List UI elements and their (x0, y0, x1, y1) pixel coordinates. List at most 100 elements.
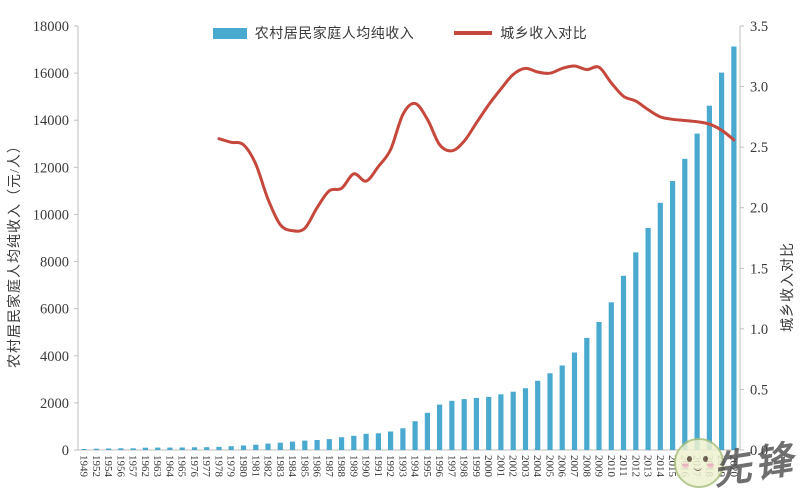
left-axis-tick-label: 2000 (40, 396, 69, 412)
bar (302, 440, 308, 450)
x-axis-tick-label: 1977 (200, 455, 212, 478)
x-axis-tick-label: 1996 (433, 455, 445, 478)
x-axis-tick-label: 1964 (163, 455, 175, 478)
bar (240, 445, 247, 450)
x-axis-tick-label: 1957 (127, 455, 139, 478)
bar (191, 447, 198, 450)
x-axis-tick-label: 2007 (568, 455, 580, 478)
right-axis-tick-label: 3.5 (750, 19, 768, 35)
bar (130, 448, 136, 450)
x-axis-tick-label: 1980 (237, 455, 249, 478)
x-axis-tick-label: 2017 (691, 455, 703, 478)
x-axis-tick-label: 1991 (372, 455, 384, 477)
bar (731, 46, 737, 450)
bar (535, 380, 541, 450)
bar (142, 447, 148, 450)
bar (670, 181, 676, 450)
x-axis-tick-label: 2012 (629, 455, 641, 477)
bar (363, 433, 369, 450)
bar (596, 322, 602, 450)
x-axis-tick-label: 2019 (715, 455, 727, 478)
x-axis-tick-label: 2005 (544, 455, 556, 478)
x-axis-tick-label: 2001 (494, 455, 506, 477)
bar (253, 444, 259, 450)
x-axis-tick-label: 2020 (727, 455, 739, 478)
bar (277, 442, 283, 450)
bar (265, 443, 271, 450)
left-axis-tick-label: 8000 (40, 255, 69, 271)
x-axis-tick-label: 1949 (78, 455, 90, 478)
x-axis-tick-label: 1999 (470, 455, 482, 478)
right-axis-tick-label: 3.0 (750, 80, 768, 96)
x-axis-tick-label: 1993 (396, 455, 408, 478)
bar (412, 421, 418, 450)
left-axis-tick-label: 12000 (33, 160, 69, 176)
x-axis-tick-label: 1988 (335, 455, 347, 478)
right-axis-title: 城乡收入对比 (781, 242, 796, 332)
x-axis-tick-label: 1976 (188, 455, 200, 478)
bar (437, 404, 443, 450)
bar (228, 446, 234, 450)
x-axis-tick-label: 2008 (580, 455, 592, 478)
x-axis-tick-label: 2000 (482, 455, 494, 478)
bar (155, 447, 161, 450)
x-axis-tick-label: 2009 (593, 455, 605, 478)
x-axis-tick-label: 1986 (311, 455, 323, 478)
bar (351, 435, 357, 450)
x-axis-tick-label: 1985 (298, 455, 310, 478)
bar (547, 373, 553, 450)
left-axis-tick-label: 10000 (33, 207, 69, 223)
bar (339, 437, 345, 450)
x-axis-tick-label: 1956 (114, 455, 126, 478)
bar (179, 447, 185, 450)
x-axis-tick-label: 1963 (151, 455, 163, 478)
x-axis-tick-label: 1954 (102, 455, 114, 478)
x-axis-tick-label: 2003 (519, 455, 531, 478)
x-axis-tick-label: 2013 (642, 455, 654, 478)
left-axis-tick-label: 18000 (33, 19, 69, 35)
bar (314, 440, 320, 450)
left-axis-title: 农村居民家庭人均纯收入（元/人） (8, 138, 23, 368)
x-axis-tick-label: 1965 (176, 455, 188, 478)
bar (81, 449, 87, 450)
left-axis-tick-label: 6000 (40, 302, 69, 318)
x-axis-tick-label: 2018 (703, 455, 715, 478)
bar (719, 72, 725, 450)
bar (706, 105, 712, 450)
x-axis-tick-label: 1979 (225, 455, 237, 478)
x-axis-tick-label: 1981 (249, 455, 261, 477)
x-axis-tick-label: 1998 (458, 455, 470, 478)
x-axis-tick-label: 1990 (360, 455, 372, 478)
bar (620, 275, 627, 450)
bar (388, 431, 394, 450)
right-axis-tick-label: 2.0 (750, 201, 768, 217)
x-axis-tick-label: 1962 (139, 455, 151, 477)
right-axis-tick-label: 2.5 (750, 140, 768, 156)
x-axis-tick-label: 1994 (409, 455, 421, 478)
bar (486, 396, 492, 450)
bar (682, 158, 688, 451)
bar (608, 302, 614, 450)
bar (449, 400, 455, 450)
x-axis-tick-label: 1978 (213, 455, 225, 478)
bar (326, 439, 332, 450)
bar (118, 448, 124, 450)
x-axis-tick-label: 1992 (384, 455, 396, 477)
bar (510, 391, 516, 450)
left-axis-tick-label: 14000 (33, 113, 69, 129)
bar (400, 428, 406, 450)
x-axis-tick-label: 1984 (286, 455, 298, 478)
bar (645, 227, 651, 450)
x-axis-tick-label: 1983 (274, 455, 286, 478)
x-axis-tick-label: 1987 (323, 455, 335, 478)
right-axis-tick-label: 1.0 (750, 322, 768, 338)
bar (461, 399, 467, 450)
right-axis-tick-label: 0.5 (750, 382, 768, 398)
right-axis-tick-label: 1.5 (750, 261, 768, 277)
x-axis-tick-label: 2016 (678, 455, 690, 478)
bar (584, 337, 590, 450)
x-axis-tick-label: 2014 (654, 455, 666, 478)
bar (216, 446, 222, 450)
